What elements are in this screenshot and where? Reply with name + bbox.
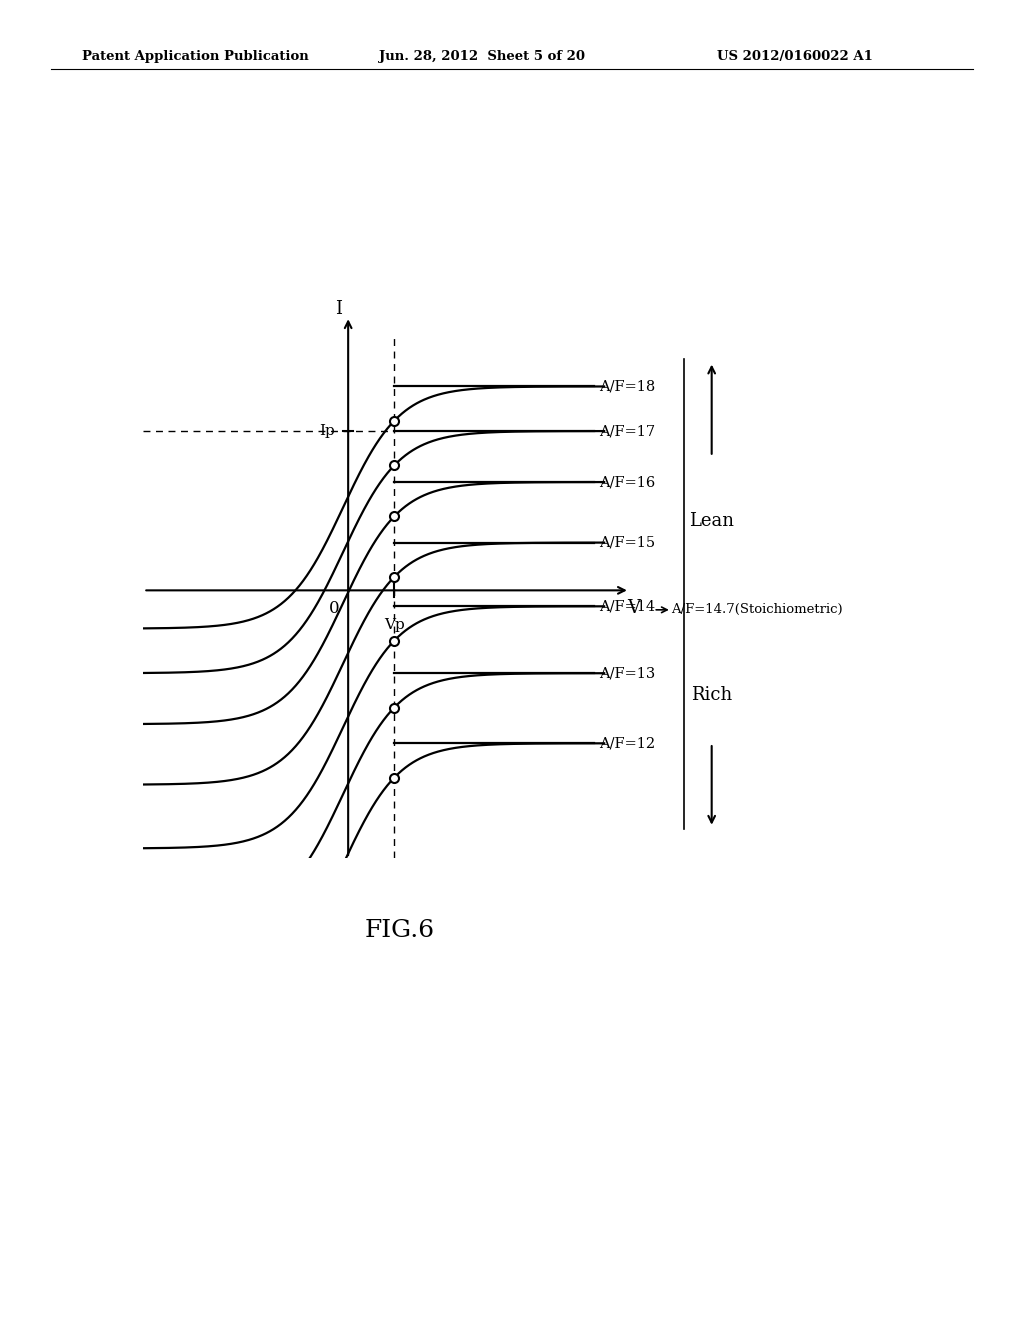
Text: 0: 0	[329, 599, 339, 616]
Text: Rich: Rich	[691, 685, 732, 704]
Text: Lean: Lean	[689, 512, 734, 529]
Text: A/F=14.7(Stoichiometric): A/F=14.7(Stoichiometric)	[671, 603, 843, 616]
Text: Vp: Vp	[384, 618, 404, 632]
Text: A/F=12: A/F=12	[599, 737, 655, 750]
Text: A/F=16: A/F=16	[599, 475, 655, 488]
Text: Patent Application Publication: Patent Application Publication	[82, 50, 308, 63]
Text: Jun. 28, 2012  Sheet 5 of 20: Jun. 28, 2012 Sheet 5 of 20	[379, 50, 585, 63]
Text: A/F=13: A/F=13	[599, 667, 655, 680]
Text: Ip: Ip	[318, 424, 335, 438]
Text: I: I	[335, 300, 342, 318]
Text: A/F=18: A/F=18	[599, 379, 655, 393]
Text: A/F=17: A/F=17	[599, 424, 655, 438]
Text: A/F=15: A/F=15	[599, 536, 655, 549]
Text: US 2012/0160022 A1: US 2012/0160022 A1	[717, 50, 872, 63]
Text: V: V	[628, 599, 640, 618]
Text: FIG.6: FIG.6	[365, 919, 434, 942]
Text: A/F=14: A/F=14	[599, 599, 655, 614]
